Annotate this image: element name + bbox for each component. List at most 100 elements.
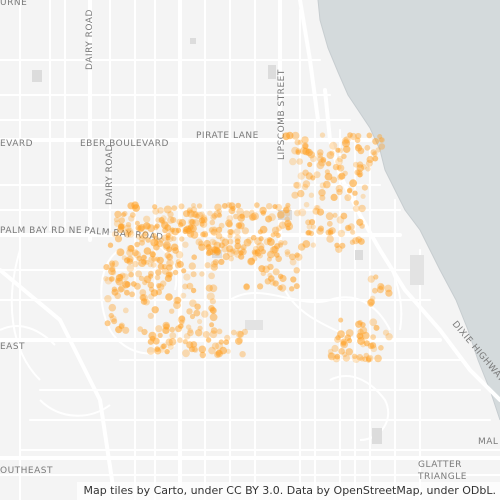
data-point — [291, 131, 300, 140]
data-point — [327, 230, 334, 236]
data-point — [323, 180, 331, 189]
data-point — [206, 248, 214, 256]
data-point — [135, 225, 142, 231]
data-point — [171, 205, 178, 212]
data-point — [171, 227, 180, 236]
data-point — [209, 322, 215, 328]
data-point — [158, 217, 165, 223]
data-point — [117, 286, 124, 293]
map-attribution[interactable]: Map tiles by Carto, under CC BY 3.0. Dat… — [77, 482, 500, 500]
data-point — [368, 302, 374, 308]
data-point — [234, 242, 242, 250]
data-point — [278, 284, 287, 292]
data-point — [256, 242, 265, 251]
data-point — [222, 253, 230, 261]
data-point — [134, 220, 140, 226]
data-point — [267, 263, 274, 271]
data-point — [284, 216, 290, 222]
data-point — [168, 338, 177, 346]
data-point — [297, 189, 305, 198]
data-point — [143, 247, 152, 255]
data-point — [218, 258, 225, 265]
data-point — [329, 141, 338, 150]
data-point — [271, 226, 280, 234]
data-point — [216, 226, 223, 233]
data-point — [210, 263, 218, 271]
data-point — [240, 248, 247, 256]
data-point — [141, 259, 147, 265]
data-point — [336, 216, 345, 224]
data-point — [306, 223, 313, 230]
data-point — [302, 240, 311, 248]
data-point — [254, 237, 262, 246]
data-point — [385, 333, 393, 341]
data-point — [376, 286, 384, 294]
data-point — [372, 138, 379, 145]
data-point — [151, 306, 159, 314]
data-point — [248, 257, 255, 265]
data-point — [141, 328, 148, 336]
data-point — [127, 230, 135, 238]
data-point — [347, 132, 353, 138]
data-point — [344, 194, 352, 202]
data-point — [172, 269, 179, 276]
data-point — [236, 337, 244, 344]
data-point — [340, 341, 347, 347]
data-point — [117, 273, 124, 280]
data-point — [209, 330, 218, 339]
data-point — [163, 205, 172, 214]
data-point — [180, 292, 187, 299]
data-point — [320, 157, 327, 163]
data-point — [219, 346, 227, 355]
data-point — [190, 271, 197, 278]
data-point — [194, 303, 201, 310]
data-point — [298, 208, 307, 217]
data-point — [327, 352, 336, 361]
data-point — [342, 351, 348, 358]
data-point — [228, 202, 236, 210]
data-point — [223, 339, 230, 346]
data-point — [301, 183, 309, 191]
data-point — [364, 144, 371, 151]
data-point — [357, 337, 365, 345]
data-point — [366, 155, 374, 164]
data-point — [297, 172, 306, 180]
data-point — [108, 267, 116, 276]
data-point — [186, 282, 194, 290]
data-point — [326, 220, 333, 227]
data-point — [306, 229, 312, 236]
data-point — [196, 203, 203, 209]
data-point — [190, 210, 198, 218]
data-point — [166, 253, 174, 261]
data-point — [361, 184, 368, 191]
data-point — [186, 308, 193, 315]
data-point — [154, 274, 161, 281]
data-point — [176, 260, 184, 268]
data-point — [336, 188, 343, 196]
data-point — [369, 342, 377, 349]
data-point — [191, 254, 197, 260]
data-point — [297, 243, 306, 251]
data-point — [367, 275, 375, 283]
data-point — [289, 157, 297, 166]
data-point — [293, 267, 300, 274]
data-point — [211, 212, 218, 219]
data-point — [227, 228, 234, 235]
data-point — [373, 274, 379, 280]
data-point — [289, 286, 295, 292]
data-points-layer — [103, 131, 393, 363]
data-point — [191, 203, 196, 208]
data-point — [356, 170, 364, 178]
data-point — [373, 324, 380, 331]
data-point — [147, 312, 154, 319]
data-point — [302, 142, 309, 150]
data-point — [140, 232, 148, 240]
data-point — [195, 238, 203, 246]
label-dairy-road-north: DAIRY ROAD — [85, 9, 95, 70]
data-point — [317, 225, 324, 232]
data-point — [104, 295, 112, 303]
data-point — [233, 228, 241, 236]
data-point — [127, 202, 135, 210]
